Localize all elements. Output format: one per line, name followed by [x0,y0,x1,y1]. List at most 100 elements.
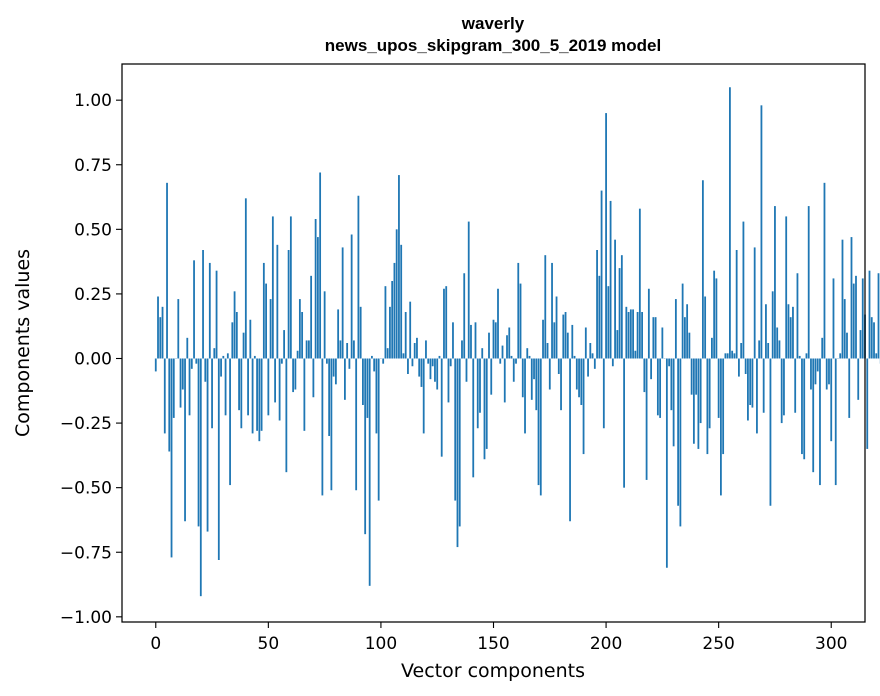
bar [481,348,484,359]
bar [458,358,461,527]
bar [177,299,180,359]
bar [161,306,164,359]
bar [287,250,290,359]
bar [440,358,443,457]
bar [296,350,299,359]
bar [632,309,634,359]
bar [350,234,353,359]
bar [310,275,313,359]
bar [195,358,198,364]
bar [202,250,204,359]
bar [589,343,592,359]
bar [636,312,639,359]
x-tick-label: 200 [590,634,622,654]
bar [208,262,211,359]
bar [816,358,819,372]
bar [503,358,506,403]
bar [190,358,193,369]
bar [497,288,499,359]
bar [179,358,182,408]
bar [535,358,538,411]
bar [271,216,274,359]
bar [834,358,837,486]
bar [407,358,409,374]
bar [587,358,589,377]
bar [267,358,270,416]
bar [344,358,346,400]
bar [443,288,445,359]
bar [861,278,864,359]
bar [645,358,648,480]
bar [852,283,855,359]
bar [571,324,574,359]
bar [530,358,533,400]
bar [602,358,605,429]
bar [402,353,405,359]
bar [722,358,725,455]
bar [321,358,324,496]
bar [159,317,162,359]
bar [544,255,547,359]
bar [301,312,304,359]
bar [846,332,848,359]
bar [465,358,468,382]
bar [449,358,452,367]
bar [431,358,434,367]
bar [391,281,394,359]
bar [803,358,806,460]
bar [215,270,218,359]
bar [463,273,466,359]
bar [280,358,283,364]
bar [339,340,342,359]
bar [323,291,326,359]
bar [738,358,740,377]
bar [256,358,258,431]
bar [801,358,803,455]
bar [389,306,391,359]
bar [724,353,727,359]
bar [699,358,702,424]
bar [461,340,463,359]
bar [303,358,306,431]
bar [618,268,621,359]
bar [875,353,878,359]
bar [400,244,403,359]
x-tick-label: 100 [365,634,397,654]
bar [348,358,351,369]
bar [490,358,493,395]
bar [413,343,416,359]
bar [742,221,745,359]
bar [260,358,263,431]
bar [334,358,337,385]
bar [593,358,596,369]
x-tick-label: 50 [258,634,280,654]
bar [456,358,459,548]
bar [206,358,209,532]
bar [758,340,761,359]
bar [717,358,720,418]
bar [744,358,747,374]
bar [542,319,544,359]
bar [332,358,335,377]
bar [720,358,722,496]
bar [855,275,857,359]
bar [368,358,371,586]
bar [377,358,380,501]
y-tick-label: 1.00 [74,91,112,111]
bar [411,358,414,367]
bar [564,312,567,359]
bar [409,301,412,359]
bar [566,332,569,359]
bar [747,358,749,421]
chart-subtitle: news_upos_skipgram_300_5_2019 model [325,36,661,55]
bar [857,358,860,400]
bar [226,353,229,359]
bar [548,358,551,390]
bar [839,353,842,359]
bar [359,306,362,359]
bar [609,200,612,359]
bar [769,358,772,506]
bar [598,275,601,359]
bar [247,358,249,416]
bar [197,358,200,527]
